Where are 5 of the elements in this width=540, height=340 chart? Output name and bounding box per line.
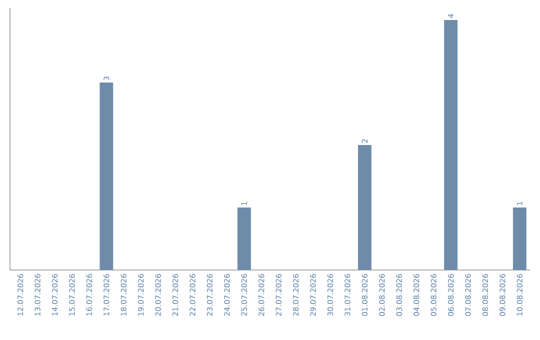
bar: [444, 20, 458, 270]
bar: [512, 208, 526, 270]
bar: [358, 145, 372, 270]
bar: [100, 82, 114, 270]
bar: [237, 208, 251, 270]
